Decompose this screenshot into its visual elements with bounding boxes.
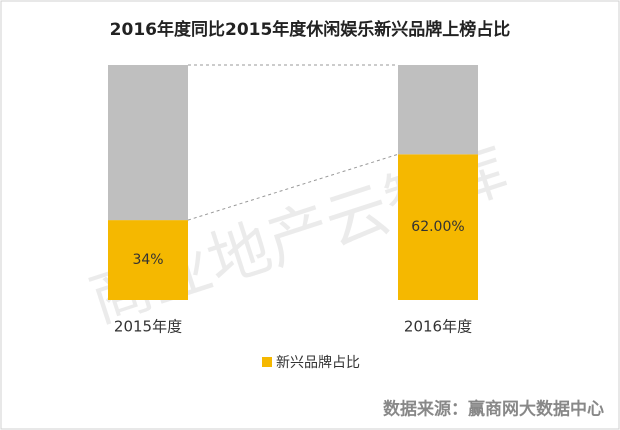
chart-title: 2016年度同比2015年度休闲娱乐新兴品牌上榜占比 [110,19,511,40]
data-label: 62.00% [411,219,464,235]
legend-label: 新兴品牌占比 [276,354,360,371]
source-note: 数据来源：赢商网大数据中心 [383,399,604,420]
data-label: 34% [132,252,163,268]
x-tick-label: 2015年度 [114,318,182,336]
connector-line [187,153,399,221]
bar-segment [108,220,188,300]
x-tick-label: 2016年度 [404,318,472,336]
bar-segment [398,154,478,300]
legend-swatch [262,357,272,367]
bar-segment [108,65,188,221]
bar-segment [398,65,478,155]
